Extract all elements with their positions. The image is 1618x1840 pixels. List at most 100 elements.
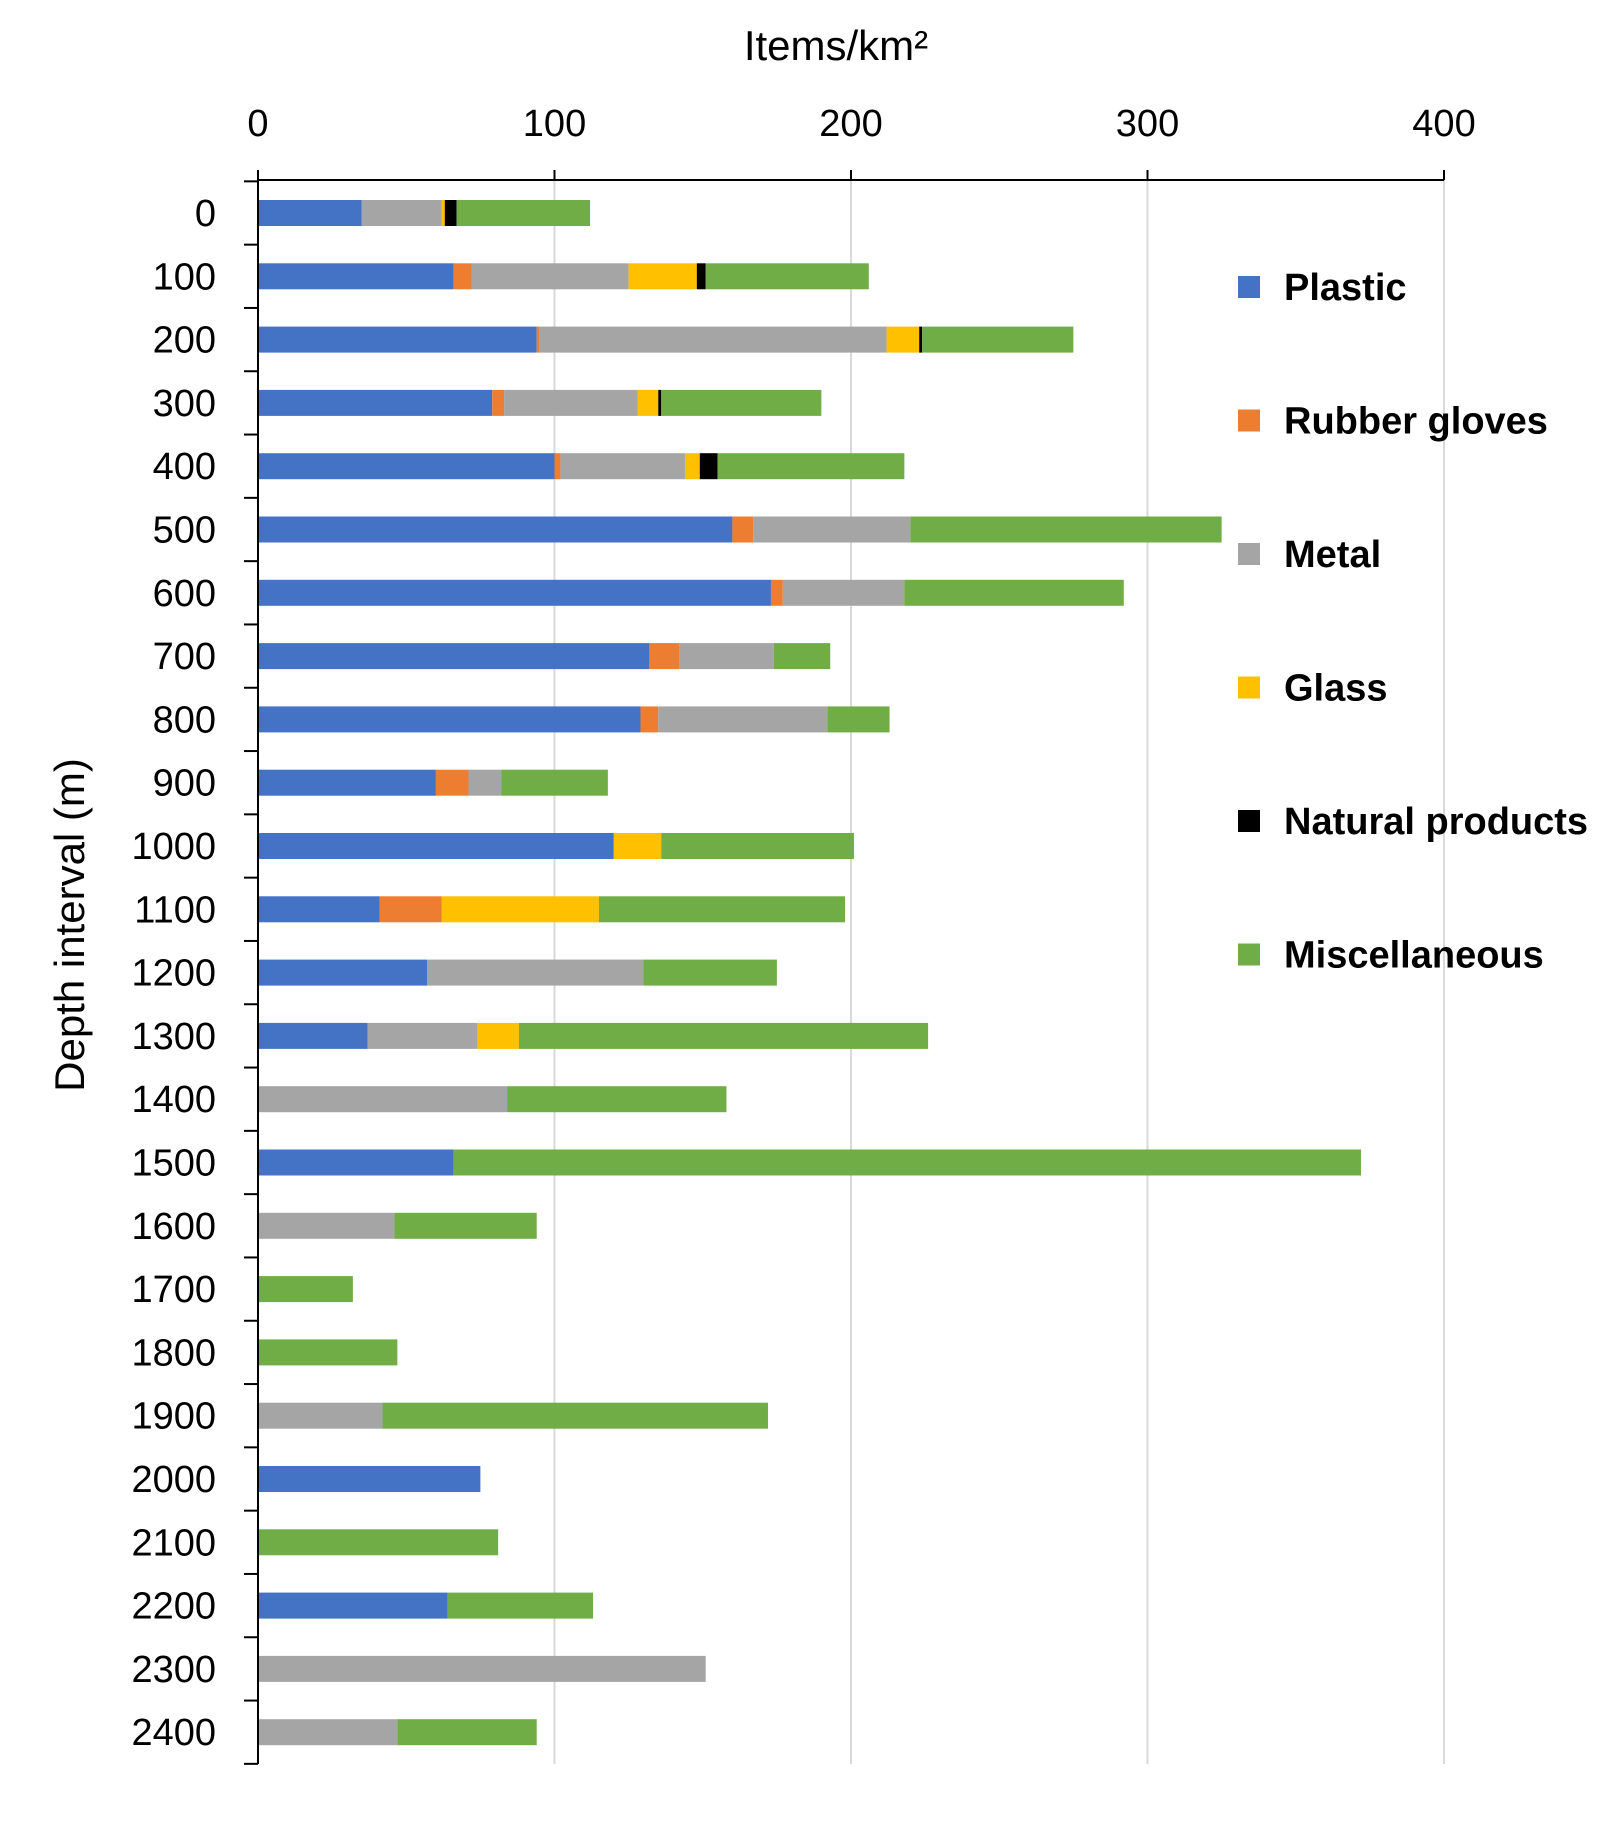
bar-segment [640,706,659,733]
y-tick-label: 1000 [131,826,216,868]
bar-segment [258,1402,383,1429]
y-tick-label: 1100 [134,889,216,931]
bar-segment [886,326,920,353]
y-tick-label: 500 [153,510,216,552]
bar-segment [732,516,754,543]
legend-label: Rubber gloves [1284,401,1548,443]
y-tick-label: 300 [153,383,216,425]
y-tick-label: 2100 [131,1522,216,1564]
bar-segment [258,1592,448,1619]
bar-segment [507,1086,727,1113]
legend-swatch [1238,676,1260,699]
bar-segment [598,896,846,923]
x-tick-label: 0 [247,103,268,145]
bar-segment [705,263,869,290]
bar-segment [658,389,662,416]
legend-label: Natural products [1284,801,1588,843]
y-tick-label: 700 [153,636,216,678]
bar-segment [753,516,911,543]
bar-segment [258,1529,499,1556]
y-tick-label: 2000 [131,1459,216,1501]
bar-segment [258,1655,706,1682]
bar-segment [435,769,469,796]
legend-label: Plastic [1284,267,1407,309]
bar-segment [782,579,905,606]
bar-segment [536,326,540,353]
bar-segment [444,200,457,226]
bar-segment [258,389,493,416]
bar-segment [661,833,854,859]
x-tick-label: 200 [819,103,882,145]
y-tick-label: 1600 [131,1206,216,1248]
y-tick-label: 1200 [131,953,216,995]
bar-segment [447,1592,594,1619]
bar-segment [258,706,641,733]
bar-segment [258,1276,353,1303]
legend-swatch [1238,943,1260,966]
bar-segment [539,326,887,353]
bar-segment [613,833,662,859]
bar-segment [258,1339,398,1366]
axes [244,170,1445,1765]
legend-swatch [1238,276,1260,298]
y-axis-title: Depth interval (m) [46,758,93,1092]
bar-segment [441,896,599,923]
y-tick-label: 100 [153,256,216,298]
legend-swatch [1238,409,1260,432]
bar-segment [696,263,706,290]
legend: Plastic Rubber gloves Metal Glass Natural pr… [1238,267,1588,977]
bar-segment [441,200,445,226]
bar-segment [258,896,380,923]
y-tick-label: 0 [195,193,216,235]
bar-segment [258,1466,481,1492]
y-tick-label: 2400 [131,1712,216,1754]
bar-segment [427,959,644,986]
bar-segment [258,516,733,543]
bar-segment [258,769,436,796]
bar-segment [637,389,659,416]
bar-segment [643,959,777,986]
y-tick-label: 2200 [131,1586,216,1628]
bar-segment [258,1149,454,1176]
y-tick-label: 1400 [131,1079,216,1121]
bar-segment [258,643,650,670]
bar-segment [258,1086,508,1113]
bar-segment [684,453,700,480]
bar-segment [453,263,472,290]
bar-segment [922,326,1074,353]
legend-label: Miscellaneous [1284,935,1544,977]
y-tick-label: 2300 [131,1649,216,1691]
bar-segment [501,769,608,796]
bar-segment [471,263,629,290]
bar-segment [504,389,638,416]
bar-segment [554,453,561,480]
bar-segment [258,579,771,606]
legend-label: Glass [1284,668,1388,710]
y-tick-label: 1500 [131,1143,216,1185]
bar-segment [361,200,442,226]
bar-segment [367,1022,478,1049]
bar-segment [560,453,685,480]
bar-segment [453,1149,1361,1176]
bar-segment [258,263,454,290]
bar-segment [679,643,774,670]
bar-segment [468,769,502,796]
bar-segment [397,1719,537,1746]
bars [258,200,1361,1746]
y-tick-label: 800 [153,699,216,741]
bar-segment [258,200,362,226]
bar-segment [770,579,783,606]
bar-segment [827,706,890,733]
bar-segment [379,896,442,923]
legend-swatch [1238,810,1260,832]
bar-segment [773,643,831,670]
y-tick-label: 1300 [131,1016,216,1058]
bar-segment [717,453,905,480]
bar-segment [258,1212,395,1239]
bar-segment [456,200,591,226]
legend-swatch [1238,543,1260,565]
y-tick-label: 400 [153,446,216,488]
y-tick-label: 1900 [131,1396,216,1438]
